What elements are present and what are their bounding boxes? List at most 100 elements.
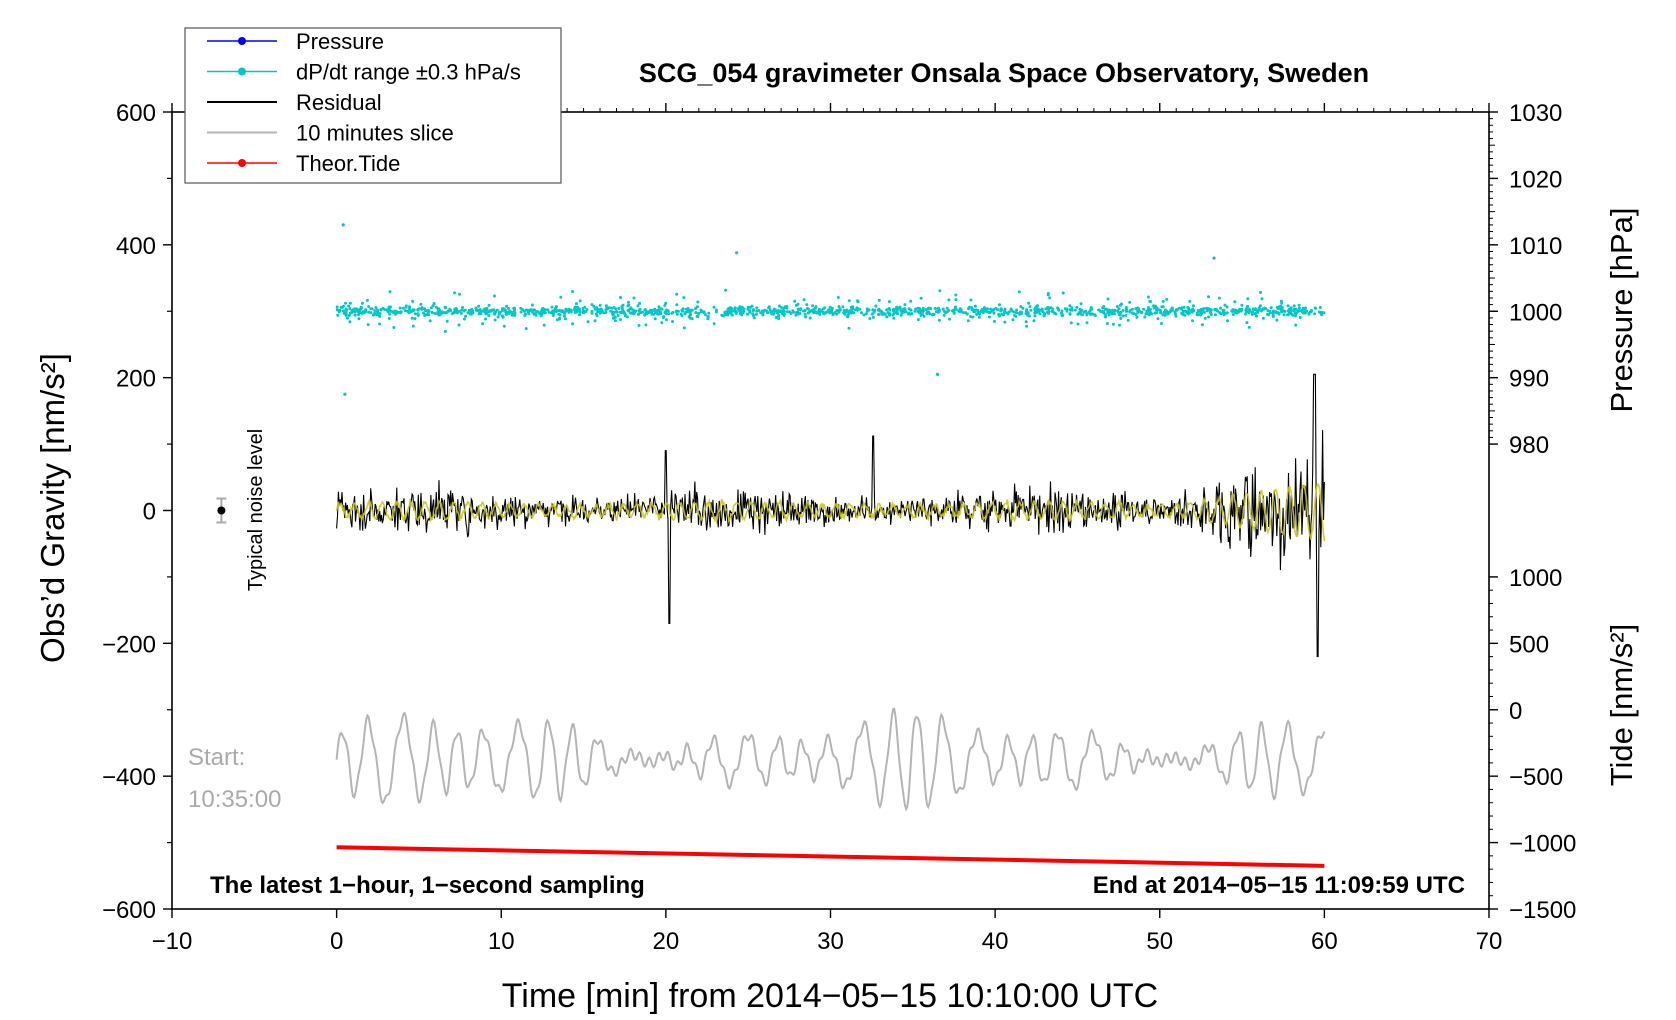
dpdt-point	[550, 311, 554, 315]
dpdt-point	[500, 314, 504, 318]
y-tick-label: 600	[116, 100, 156, 127]
dpdt-point	[428, 319, 432, 323]
dpdt-point	[921, 309, 925, 313]
dpdt-point	[411, 299, 415, 303]
dpdt-point	[986, 310, 990, 314]
dpdt-point	[660, 321, 664, 325]
dpdt-point	[976, 308, 980, 312]
dpdt-point	[680, 314, 684, 317]
dpdt-point	[921, 306, 925, 310]
dpdt-point	[1318, 306, 1322, 309]
dpdt-point	[1043, 312, 1047, 316]
dpdt-point	[802, 309, 806, 313]
dpdt-point	[443, 305, 447, 309]
dpdt-point	[874, 304, 878, 308]
dpdt-point	[614, 319, 617, 323]
dpdt-point	[374, 306, 378, 310]
dpdt-point	[862, 313, 866, 317]
residual-overlay-line	[335, 483, 1326, 542]
dpdt-point	[497, 312, 501, 316]
dpdt-point	[504, 312, 508, 316]
dpdt-point	[617, 307, 621, 310]
chart-title: SCG_054 gravimeter Onsala Space Observat…	[639, 58, 1369, 88]
dpdt-point	[829, 309, 833, 313]
dpdt-point	[590, 311, 594, 315]
axis-ticks: −10 0 10 20 30 40 50 60 706004002000−200−400−600…	[102, 100, 1576, 955]
dpdt-point	[1240, 307, 1244, 311]
dpdt-point	[1015, 311, 1019, 315]
legend: Pressure dP/dt range ±0.3 hPa/s Residual 10…	[184, 27, 562, 184]
dpdt-point	[992, 319, 996, 323]
dpdt-point	[632, 296, 636, 300]
dpdt-point	[811, 304, 815, 308]
dpdt-point	[1294, 323, 1298, 327]
dpdt-point	[900, 311, 904, 315]
dpdt-point	[540, 309, 543, 313]
dpdt-point	[841, 305, 845, 309]
dpdt-point	[1029, 308, 1033, 312]
dpdt-point	[543, 311, 547, 315]
dpdt-point	[652, 309, 656, 312]
dpdt-point	[1189, 309, 1193, 313]
dpdt-point	[794, 303, 798, 307]
dpdt-point	[671, 320, 674, 323]
dpdt-point	[899, 313, 903, 317]
dpdt-point	[945, 306, 949, 310]
dpdt-point	[1038, 312, 1042, 316]
dpdt-point	[1277, 312, 1281, 316]
dpdt-point	[1110, 309, 1114, 313]
dpdt-point	[487, 314, 491, 317]
dpdt-point	[871, 315, 875, 319]
dpdt-point	[1300, 308, 1304, 312]
x-tick-label: −10	[152, 928, 193, 955]
dpdt-point	[1152, 306, 1156, 310]
dpdt-point	[493, 311, 497, 315]
dpdt-point	[335, 308, 339, 312]
dpdt-point	[366, 323, 370, 327]
dpdt-point	[837, 305, 841, 308]
dpdt-point	[833, 311, 837, 314]
dpdt-point	[941, 307, 945, 311]
dpdt-point	[657, 309, 661, 313]
dpdt-point	[870, 312, 874, 316]
dpdt-point	[1097, 308, 1101, 312]
dpdt-point	[378, 322, 382, 326]
dpdt-point	[1203, 316, 1207, 320]
dpdt-point	[463, 308, 467, 312]
dpdt-point	[868, 317, 872, 320]
dpdt-point	[422, 311, 425, 315]
pressure-tick-label: 980	[1509, 432, 1549, 459]
dpdt-point	[849, 305, 853, 309]
dpdt-point	[1026, 313, 1030, 317]
dpdt-point	[805, 303, 809, 307]
dpdt-point	[551, 313, 555, 317]
dpdt-point	[1175, 308, 1179, 312]
dpdt-point	[558, 316, 562, 320]
dpdt-point	[1003, 309, 1007, 313]
dpdt-point	[738, 305, 742, 309]
dpdt-point	[1248, 310, 1252, 314]
dpdt-point	[552, 309, 556, 313]
dpdt-point	[1282, 313, 1286, 317]
dpdt-point	[1207, 315, 1210, 319]
dpdt-point	[511, 313, 515, 317]
dpdt-point	[347, 314, 351, 318]
dpdt-point	[989, 307, 992, 311]
dpdt-point	[1021, 306, 1025, 310]
x-tick-label: 50	[1146, 928, 1173, 955]
dpdt-point	[1297, 306, 1301, 310]
dpdt-point	[433, 312, 437, 315]
dpdt-point	[981, 311, 985, 314]
dpdt-point	[595, 306, 599, 310]
dpdt-point	[457, 309, 461, 313]
dpdt-point	[910, 312, 914, 315]
dpdt-point	[388, 312, 392, 316]
dpdt-point	[512, 306, 516, 310]
x-tick-label: 10	[488, 928, 515, 955]
dpdt-point	[436, 307, 440, 311]
dpdt-point	[386, 310, 390, 314]
dpdt-point	[933, 307, 937, 310]
dpdt-point	[936, 310, 940, 314]
dpdt-point	[501, 307, 505, 311]
